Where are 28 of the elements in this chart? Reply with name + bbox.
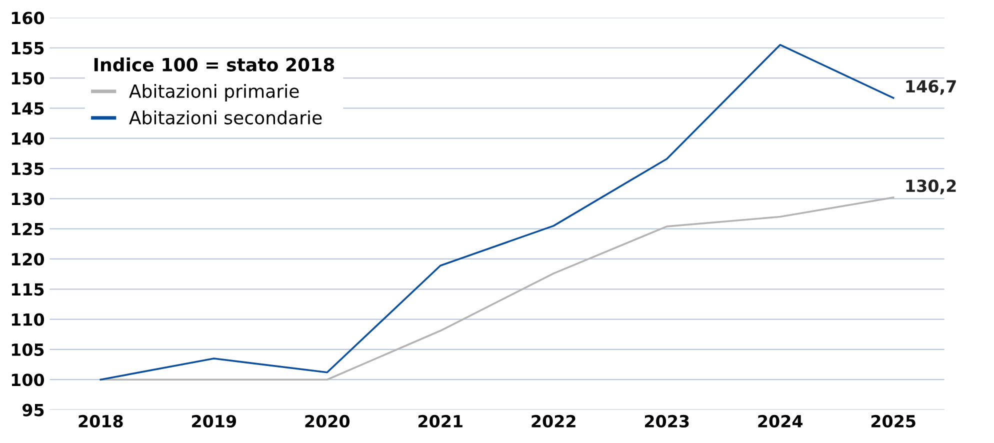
legend-label: Abitazioni secondarie [129, 110, 322, 124]
y-tick-label: 145 [12, 102, 44, 115]
y-tick-label: 105 [12, 343, 44, 356]
x-tick-label: 2023 [644, 414, 689, 428]
y-tick-label: 120 [12, 252, 44, 266]
y-tick-label: 140 [12, 132, 44, 145]
y-tick-label: 115 [12, 283, 44, 296]
y-tick-label: 100 [12, 374, 44, 386]
y-tick-label: 110 [12, 313, 44, 326]
x-tick-label: 2022 [532, 414, 576, 428]
y-tick-label: 150 [12, 72, 44, 85]
legend-title: Indice 100 = stato 2018 [94, 57, 334, 72]
x-tick-label: 2025 [871, 414, 916, 428]
x-tick-label: 2021 [418, 414, 462, 428]
line-series [100, 196, 894, 381]
y-tick-label: 130 [12, 192, 44, 206]
data-label: 130,2 [906, 180, 956, 194]
y-tick-label: 135 [12, 162, 44, 176]
y-tick-label: 95 [22, 404, 44, 416]
y-tick-label: 125 [12, 222, 44, 236]
x-tick-label: 2018 [78, 414, 123, 428]
data-label: 146,7 [906, 80, 956, 95]
x-tick-label: 2019 [192, 414, 236, 428]
y-tick-label: 160 [12, 12, 44, 24]
x-tick-label: 2024 [758, 414, 803, 428]
legend-label: Abitazioni primarie [129, 84, 299, 102]
y-tick-label: 155 [12, 42, 44, 54]
x-tick-label: 2020 [305, 414, 350, 428]
